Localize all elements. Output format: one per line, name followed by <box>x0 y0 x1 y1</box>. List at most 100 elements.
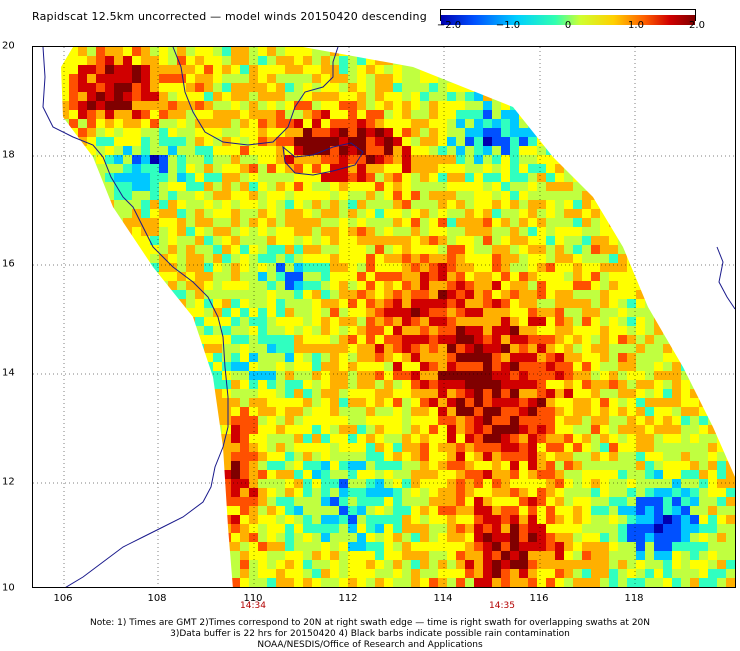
wind-cell <box>573 254 582 263</box>
wind-cell <box>294 434 303 443</box>
wind-cell <box>717 74 726 83</box>
wind-cell <box>546 326 555 335</box>
wind-cell <box>186 407 195 416</box>
wind-cell <box>429 524 438 533</box>
wind-cell <box>699 344 708 353</box>
wind-cell <box>645 533 654 542</box>
wind-cell <box>537 389 546 398</box>
wind-cell <box>303 263 312 272</box>
wind-cell <box>627 371 636 380</box>
wind-cell <box>537 362 546 371</box>
wind-cell <box>681 317 690 326</box>
wind-cell <box>726 110 735 119</box>
wind-cell <box>51 515 60 524</box>
wind-cell <box>735 398 736 407</box>
wind-cell <box>483 65 492 74</box>
wind-cell <box>663 164 672 173</box>
wind-cell <box>312 371 321 380</box>
wind-cell <box>33 425 42 434</box>
wind-cell <box>375 281 384 290</box>
wind-cell <box>636 398 645 407</box>
agency-credit: NOAA/NESDIS/Office of Research and Appli… <box>257 640 483 650</box>
wind-cell <box>591 146 600 155</box>
wind-cell <box>150 236 159 245</box>
wind-cell <box>96 578 105 587</box>
wind-cell <box>330 551 339 560</box>
wind-cell <box>231 308 240 317</box>
wind-cell <box>222 443 231 452</box>
wind-cell <box>690 452 699 461</box>
wind-cell <box>213 65 222 74</box>
wind-cell <box>303 119 312 128</box>
wind-cell <box>312 416 321 425</box>
wind-cell <box>564 524 573 533</box>
wind-cell <box>294 47 303 56</box>
wind-cell <box>456 488 465 497</box>
wind-cell <box>492 344 501 353</box>
wind-cell <box>141 488 150 497</box>
wind-cell <box>303 344 312 353</box>
wind-cell <box>411 497 420 506</box>
wind-cell <box>69 254 78 263</box>
wind-cell <box>357 398 366 407</box>
wind-cell <box>312 281 321 290</box>
wind-cell <box>636 272 645 281</box>
wind-cell <box>114 398 123 407</box>
wind-cell <box>537 191 546 200</box>
wind-cell <box>438 245 447 254</box>
wind-cell <box>78 74 87 83</box>
wind-cell <box>582 110 591 119</box>
wind-cell <box>609 461 618 470</box>
wind-cell <box>402 479 411 488</box>
wind-cell <box>474 497 483 506</box>
wind-cell <box>312 47 321 56</box>
wind-cell <box>366 416 375 425</box>
wind-cell <box>294 380 303 389</box>
wind-cell <box>366 443 375 452</box>
wind-cell <box>600 587 609 588</box>
wind-cell <box>456 272 465 281</box>
wind-cell <box>213 119 222 128</box>
wind-cell <box>375 164 384 173</box>
wind-cell <box>105 434 114 443</box>
wind-cell <box>528 47 537 56</box>
lat-tick: 18 <box>2 149 15 161</box>
wind-cell <box>402 569 411 578</box>
wind-cell <box>42 290 51 299</box>
wind-cell <box>645 209 654 218</box>
wind-cell <box>114 128 123 137</box>
wind-cell <box>312 326 321 335</box>
wind-cell <box>672 407 681 416</box>
wind-cell <box>375 245 384 254</box>
wind-cell <box>51 461 60 470</box>
wind-cell <box>357 137 366 146</box>
wind-cell <box>591 353 600 362</box>
wind-cell <box>537 587 546 588</box>
wind-cell <box>375 155 384 164</box>
wind-cell <box>195 551 204 560</box>
wind-cell <box>600 200 609 209</box>
wind-cell <box>402 209 411 218</box>
wind-cell <box>321 407 330 416</box>
wind-cell <box>177 488 186 497</box>
wind-cell <box>627 83 636 92</box>
wind-cell <box>177 335 186 344</box>
wind-cell <box>420 236 429 245</box>
wind-cell <box>87 353 96 362</box>
wind-cell <box>285 506 294 515</box>
wind-cell <box>474 560 483 569</box>
wind-cell <box>402 92 411 101</box>
wind-cell <box>483 209 492 218</box>
wind-cell <box>393 362 402 371</box>
wind-cell <box>411 191 420 200</box>
wind-cell <box>132 344 141 353</box>
wind-cell <box>294 389 303 398</box>
wind-cell <box>555 119 564 128</box>
wind-cell <box>555 218 564 227</box>
wind-cell <box>645 335 654 344</box>
wind-cell <box>483 101 492 110</box>
wind-cell <box>204 227 213 236</box>
wind-cell <box>204 218 213 227</box>
wind-cell <box>357 407 366 416</box>
wind-cell <box>582 407 591 416</box>
